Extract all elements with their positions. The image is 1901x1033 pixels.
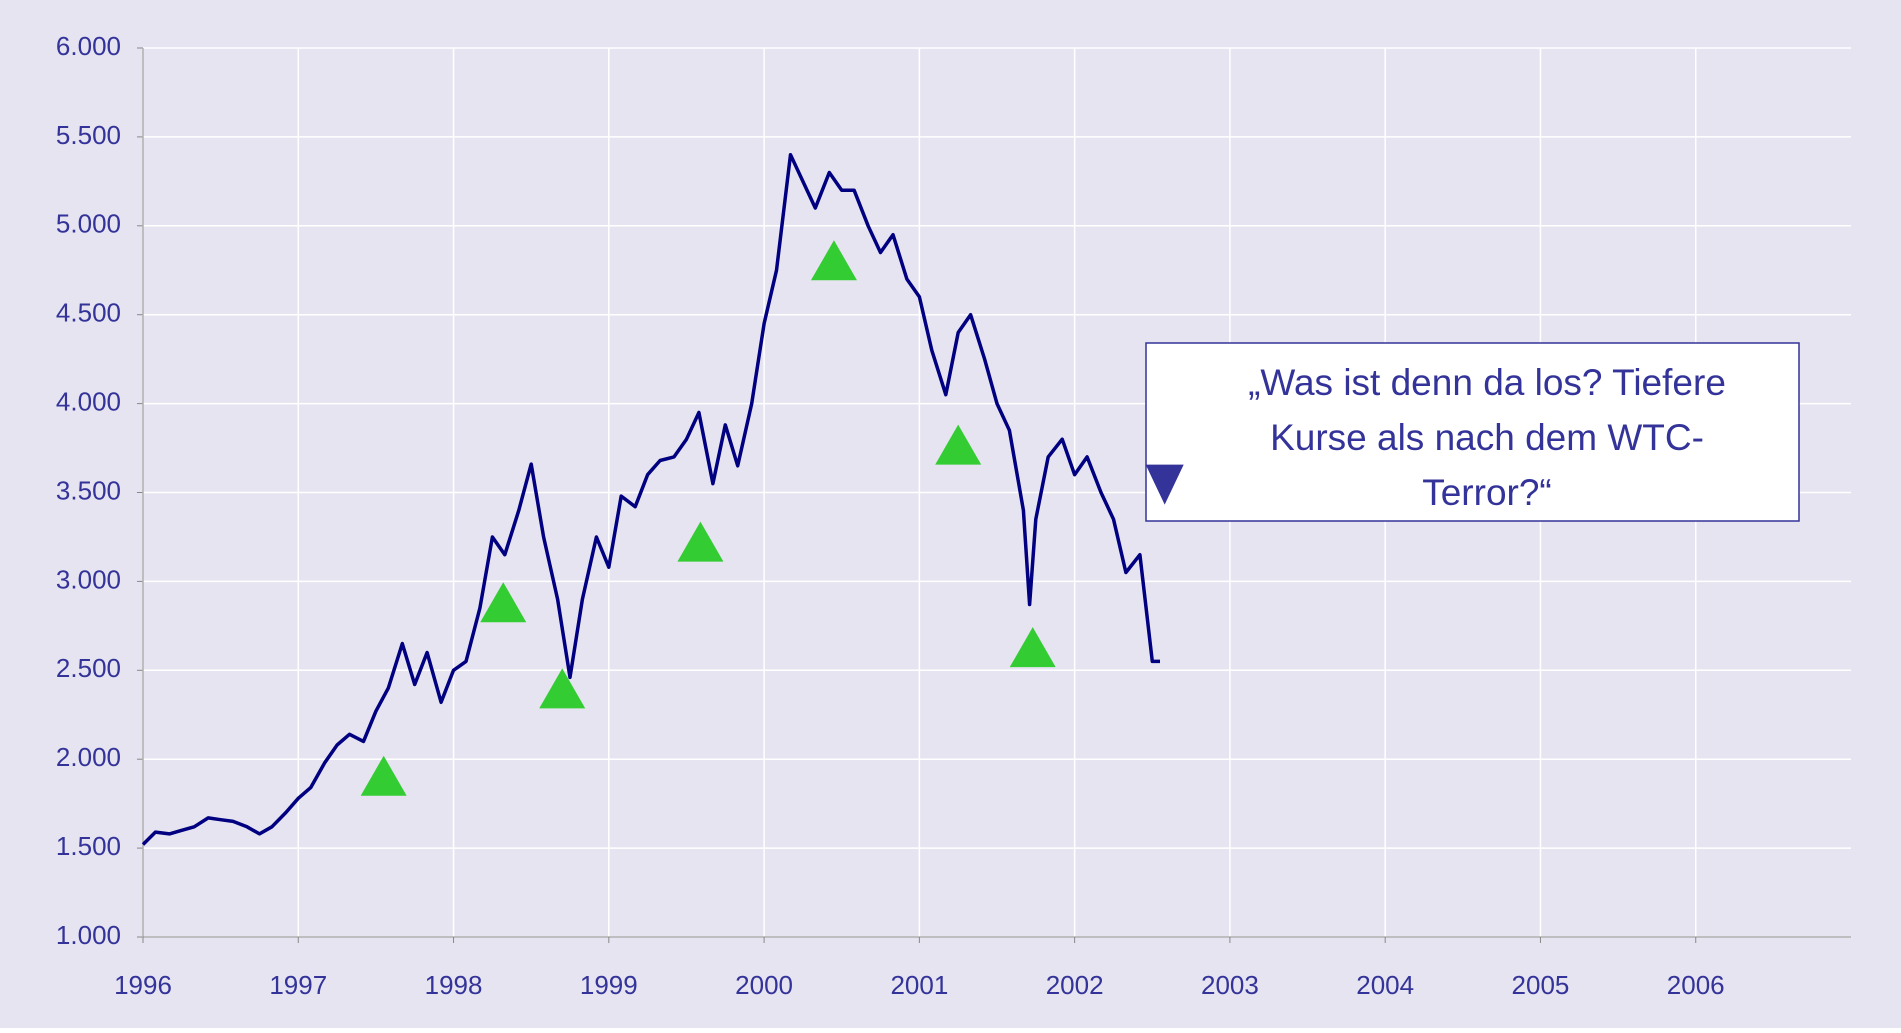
y-tick-label: 5.500 [56, 120, 121, 150]
up-marker [360, 755, 407, 796]
x-tick-label: 1997 [269, 970, 327, 1000]
y-tick-label: 1.500 [56, 831, 121, 861]
up-marker [1009, 627, 1056, 668]
y-tick-label: 2.000 [56, 742, 121, 772]
annotation-box [1145, 342, 1800, 522]
y-tick-label: 4.000 [56, 386, 121, 416]
x-tick-label: 1996 [114, 970, 172, 1000]
y-tick-label: 3.500 [56, 475, 121, 505]
up-marker [935, 424, 982, 465]
x-tick-label: 1999 [580, 970, 638, 1000]
up-marker [480, 582, 527, 623]
y-tick-label: 4.500 [56, 298, 121, 328]
y-tick-label: 3.000 [56, 564, 121, 594]
price-line [141, 152, 1160, 846]
x-tick-label: 2004 [1356, 970, 1414, 1000]
up-marker [539, 668, 586, 709]
x-tick-label: 2001 [890, 970, 948, 1000]
x-tick-label: 2003 [1201, 970, 1259, 1000]
x-tick-label: 1998 [425, 970, 483, 1000]
y-tick-label: 2.500 [56, 653, 121, 683]
y-tick-label: 1.000 [56, 920, 121, 950]
down-marker [1145, 464, 1184, 505]
up-marker [677, 521, 724, 562]
y-tick-label: 5.000 [56, 209, 121, 239]
x-tick-label: 2006 [1667, 970, 1725, 1000]
x-tick-label: 2000 [735, 970, 793, 1000]
annotation-text: „Was ist denn da los? Tiefere [1248, 362, 1726, 403]
annotation-text: Terror?“ [1422, 472, 1552, 513]
x-tick-label: 2002 [1046, 970, 1104, 1000]
x-tick-label: 2005 [1512, 970, 1570, 1000]
y-tick-label: 6.000 [56, 31, 121, 61]
up-marker [810, 240, 857, 281]
annotation-text: Kurse als nach dem WTC- [1270, 417, 1704, 458]
